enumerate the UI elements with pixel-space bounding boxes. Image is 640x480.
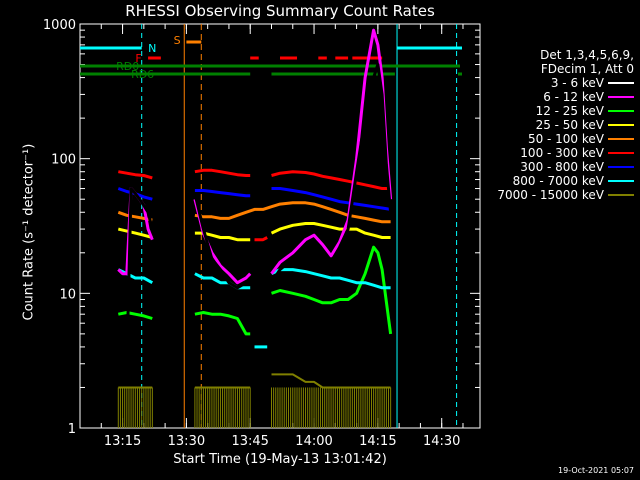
saa-label: S [174, 34, 181, 47]
series-line [118, 170, 153, 180]
legend-item-label: 12 - 25 keV [535, 104, 604, 118]
legend-item: 3 - 6 keV [474, 76, 634, 90]
rd0-label: RD0 [116, 60, 139, 73]
x-tick-label: 14:15 [359, 434, 396, 449]
night-label: N [148, 42, 156, 55]
legend-item-swatch [608, 96, 634, 98]
series-line [271, 245, 393, 335]
legend-item-swatch [608, 82, 634, 84]
series-line [271, 170, 391, 190]
legend-item: 50 - 100 keV [474, 132, 634, 146]
series-line [270, 268, 391, 290]
legend-rows: 3 - 6 keV 6 - 12 keV 12 - 25 keV 25 - 50 ke… [474, 76, 634, 202]
flare-label: F [135, 52, 141, 65]
timestamp: 19-Oct-2021 05:07 [558, 466, 634, 475]
legend-item: 100 - 300 keV [474, 146, 634, 160]
y-tick-label: 10 [59, 287, 76, 302]
legend-item-label: 300 - 800 keV [520, 160, 604, 174]
series-line [270, 28, 393, 275]
legend-item-label: 100 - 300 keV [520, 146, 604, 160]
series-line [194, 272, 251, 290]
series-line [117, 227, 153, 239]
series-line [194, 201, 391, 224]
series-line [194, 189, 251, 198]
series-line [270, 63, 393, 284]
legend-item: 25 - 50 keV [474, 118, 634, 132]
legend-item: 7000 - 15000 keV [474, 188, 634, 202]
legend-item-label: 50 - 100 keV [527, 132, 604, 146]
series-line [194, 168, 251, 177]
legend-item-swatch [608, 152, 634, 154]
legend-item-swatch [608, 166, 634, 168]
legend: Det 1,3,4,5,6,9, FDecim 1, Att 0 3 - 6 k… [474, 48, 634, 202]
series-line [118, 311, 153, 320]
series-line [193, 193, 252, 290]
legend-item: 12 - 25 keV [474, 104, 634, 118]
x-tick-label: 13:15 [104, 434, 141, 449]
series-line [117, 187, 154, 370]
legend-header-line-2: FDecim 1, Att 0 [540, 62, 634, 76]
legend-item-label: 7000 - 15000 keV [497, 188, 604, 202]
y-tick-label: 1 [68, 422, 76, 437]
legend-item-label: 6 - 12 keV [543, 90, 604, 104]
legend-item-swatch [608, 138, 634, 140]
series-line [271, 187, 391, 211]
rd6-label: RD6 [131, 68, 154, 81]
y-axis-label: Count Rate (s⁻¹ detector⁻¹) [21, 143, 37, 321]
series-line [254, 236, 268, 242]
legend-item-swatch [608, 194, 634, 196]
chart-title: RHESSI Observing Summary Count Rates [125, 2, 435, 20]
y-tick-label: 100 [51, 153, 76, 168]
legend-item: 6 - 12 keV [474, 90, 634, 104]
series-line [270, 222, 391, 239]
legend-item-label: 800 - 7000 keV [512, 174, 604, 188]
x-tick-label: 13:30 [168, 434, 205, 449]
legend-item: 800 - 7000 keV [474, 174, 634, 188]
x-tick-label: 13:45 [231, 434, 268, 449]
legend-item-swatch [608, 110, 634, 112]
legend-item: 300 - 800 keV [474, 160, 634, 174]
legend-item-label: 25 - 50 keV [535, 118, 604, 132]
x-axis-label: Start Time (19-May-13 13:01:42) [173, 452, 387, 467]
y-tick-label: 1000 [43, 18, 76, 33]
legend-item-label: 3 - 6 keV [550, 76, 604, 90]
x-tick-label: 14:30 [423, 434, 460, 449]
x-tick-label: 14:00 [295, 434, 332, 449]
series-line [271, 373, 391, 389]
legend-item-swatch [608, 180, 634, 182]
plot-frame [79, 23, 481, 429]
legend-header-line-1: Det 1,3,4,5,6,9, [540, 48, 634, 62]
series-line [117, 268, 154, 285]
series-line [194, 311, 251, 336]
legend-item-swatch [608, 124, 634, 126]
